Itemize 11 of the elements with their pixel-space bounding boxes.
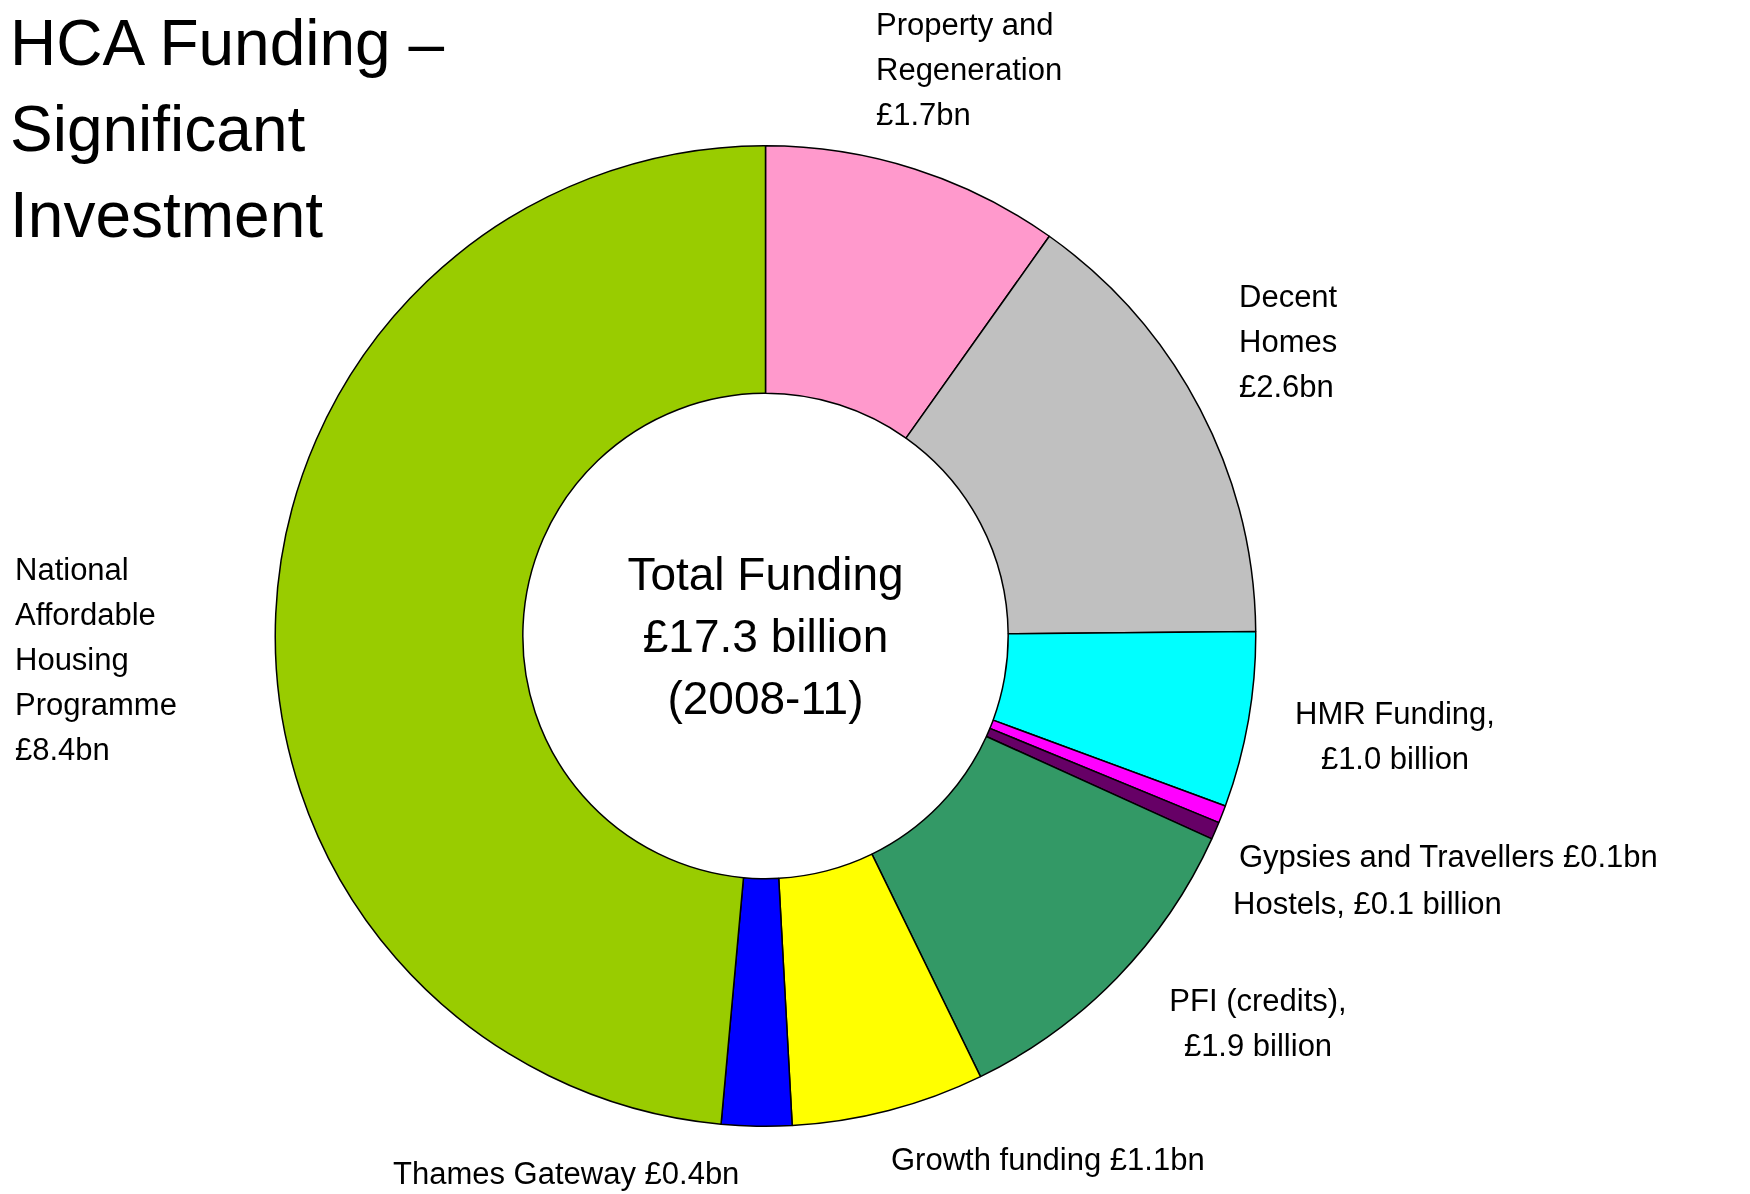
slice-label: Gypsies and Travellers £0.1bn xyxy=(1239,838,1659,876)
slice-label: Property and Regeneration £1.7bn xyxy=(876,6,1064,134)
text: Total Funding £17.3 billion (2008-11) xyxy=(626,547,905,726)
slice-label: Decent Homes £2.6bn xyxy=(1239,278,1339,406)
slice-label: National Affordable Housing Programme £8.4bn xyxy=(15,551,178,769)
slice-label: Thames Gateway £0.4bn xyxy=(393,1156,740,1191)
slice-label: Hostels, £0.1 billion xyxy=(1233,885,1503,923)
slice-label: PFI (credits), £1.9 billion xyxy=(1168,982,1348,1065)
slice-label: HMR Funding, £1.0 billion xyxy=(1294,695,1496,778)
slice-label: Growth funding £1.1bn xyxy=(891,1141,1206,1179)
text: HCA Funding – Significant Investment xyxy=(10,6,446,253)
